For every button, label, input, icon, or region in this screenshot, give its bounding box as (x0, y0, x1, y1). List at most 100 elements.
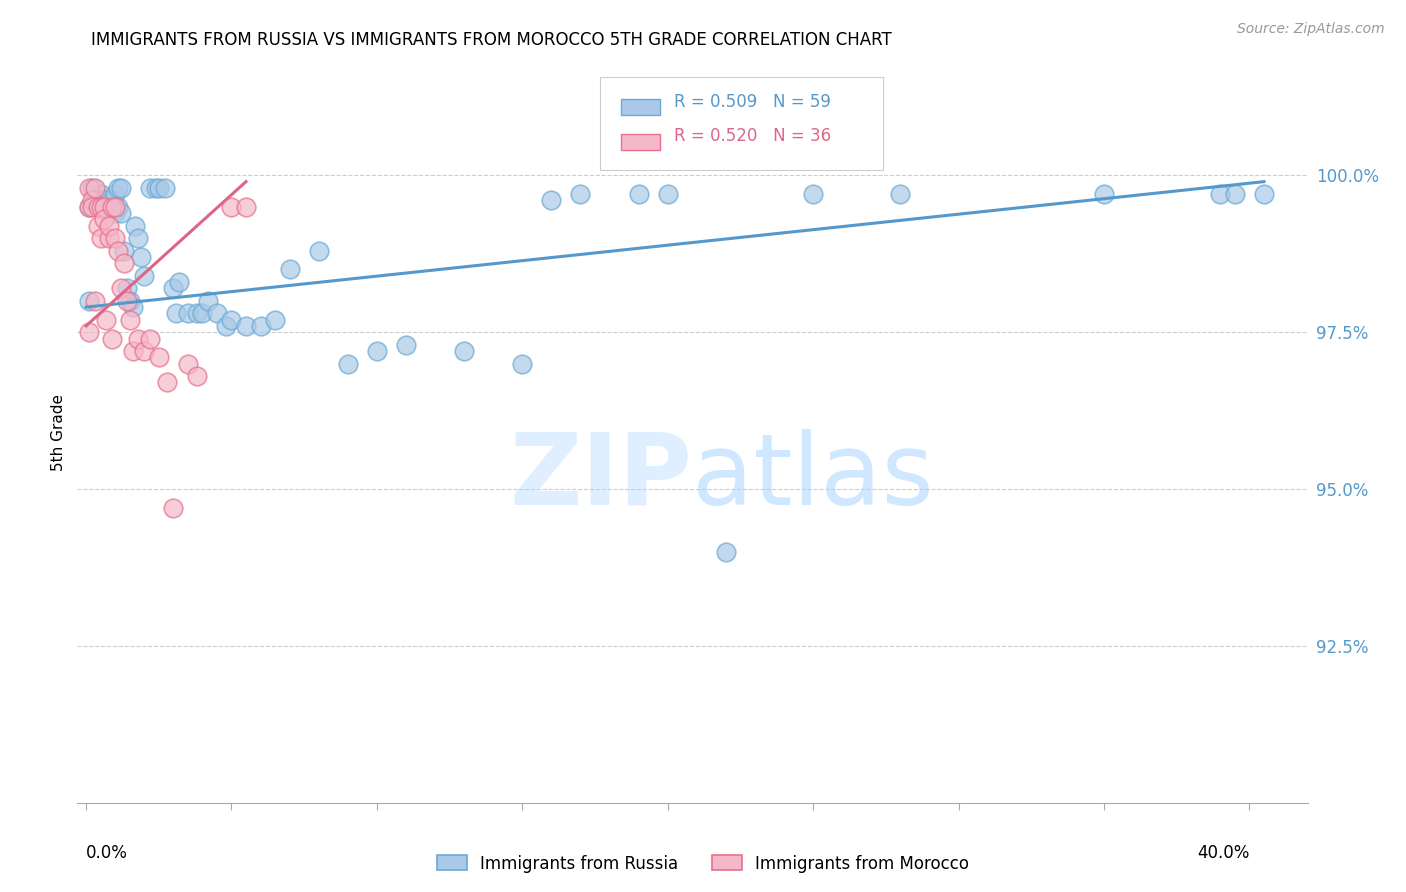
Point (177, 357, 200, 371)
Point (1223, 187, 1246, 202)
Point (186, 306, 208, 320)
Point (453, 344, 475, 359)
Point (107, 200, 129, 214)
Point (93, 194, 115, 208)
Point (214, 318, 236, 333)
Y-axis label: 5th Grade: 5th Grade (51, 394, 66, 471)
Point (93, 200, 115, 214)
Point (889, 187, 911, 202)
Point (101, 200, 124, 214)
Text: ZIP: ZIP (509, 428, 693, 525)
Point (205, 306, 228, 320)
Point (657, 187, 679, 202)
Point (86, 200, 108, 214)
Point (801, 187, 824, 202)
Point (83, 181, 105, 195)
Point (96, 200, 118, 214)
Point (98, 200, 121, 214)
Point (191, 306, 214, 320)
Point (107, 244, 129, 258)
Point (80, 200, 103, 214)
Point (121, 300, 143, 314)
Point (139, 181, 162, 195)
Point (177, 306, 200, 320)
Text: 0.0%: 0.0% (86, 844, 128, 862)
Point (107, 181, 129, 195)
Point (264, 312, 287, 326)
Point (510, 357, 533, 371)
Point (131, 250, 153, 264)
Point (162, 281, 184, 295)
Point (124, 219, 146, 233)
Point (366, 344, 388, 359)
Point (77, 200, 100, 214)
Point (110, 281, 132, 295)
Text: Source: ZipAtlas.com: Source: ZipAtlas.com (1237, 22, 1385, 37)
Point (90, 187, 112, 202)
Text: R = 0.509   N = 59: R = 0.509 N = 59 (673, 93, 831, 111)
Point (714, 545, 737, 559)
Point (235, 318, 257, 333)
Point (145, 181, 167, 195)
Point (110, 181, 132, 195)
Text: IMMIGRANTS FROM RUSSIA VS IMMIGRANTS FROM MOROCCO 5TH GRADE CORRELATION CHART: IMMIGRANTS FROM RUSSIA VS IMMIGRANTS FRO… (91, 31, 893, 49)
Point (153, 181, 176, 195)
Point (77, 325, 100, 339)
Point (104, 206, 127, 220)
Point (1253, 187, 1275, 202)
Legend: Immigrants from Russia, Immigrants from Morocco: Immigrants from Russia, Immigrants from … (430, 848, 976, 880)
Point (1092, 187, 1115, 202)
Point (148, 351, 170, 365)
Point (162, 500, 184, 515)
Point (627, 187, 650, 202)
Point (80, 181, 103, 195)
Point (308, 244, 330, 258)
Point (83, 293, 105, 308)
Point (134, 344, 156, 359)
Bar (621, 99, 661, 115)
Point (86, 219, 108, 233)
Point (167, 275, 190, 289)
Point (127, 231, 149, 245)
Point (336, 357, 359, 371)
Point (569, 187, 592, 202)
Point (118, 312, 141, 326)
Point (110, 206, 132, 220)
Point (83, 194, 105, 208)
Point (115, 281, 138, 295)
Point (278, 262, 301, 277)
Point (139, 331, 162, 345)
Point (86, 200, 108, 214)
Point (96, 312, 118, 326)
Point (395, 338, 418, 352)
Point (80, 194, 103, 208)
Point (156, 376, 179, 390)
FancyBboxPatch shape (600, 78, 883, 169)
Point (112, 256, 135, 270)
Point (118, 293, 141, 308)
Point (101, 331, 124, 345)
Point (121, 344, 143, 359)
Point (115, 293, 138, 308)
Point (104, 200, 127, 214)
Point (197, 293, 219, 308)
Point (221, 312, 243, 326)
Point (98, 219, 121, 233)
Point (186, 369, 208, 384)
Text: R = 0.520   N = 36: R = 0.520 N = 36 (673, 128, 831, 145)
Point (127, 331, 149, 345)
Point (77, 181, 100, 195)
Point (221, 200, 243, 214)
Point (77, 200, 100, 214)
Bar (621, 134, 661, 150)
Point (235, 200, 257, 214)
Point (540, 194, 562, 208)
Point (101, 194, 124, 208)
Point (134, 268, 156, 283)
Point (112, 244, 135, 258)
Point (148, 181, 170, 195)
Point (104, 187, 127, 202)
Point (90, 200, 112, 214)
Point (98, 231, 121, 245)
Text: atlas: atlas (693, 428, 934, 525)
